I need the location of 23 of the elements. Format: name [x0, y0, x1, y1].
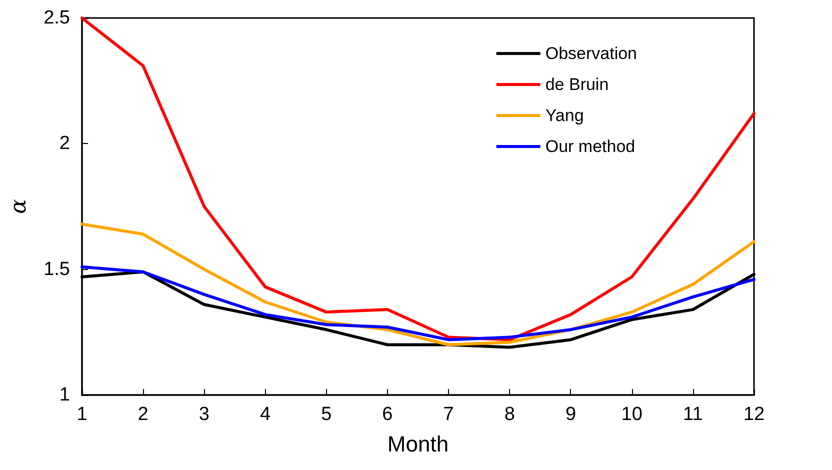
x-axis-title: Month — [387, 432, 449, 456]
x-tick-label: 11 — [683, 404, 703, 425]
x-tick-label: 1 — [76, 404, 88, 425]
x-tick-label: 10 — [621, 404, 642, 425]
y-tick-label: 1 — [59, 384, 70, 406]
x-tick-label: 2 — [138, 404, 148, 425]
legend-label: Our method — [545, 137, 636, 156]
x-tick-label: 7 — [443, 404, 454, 425]
x-tick-label: 3 — [198, 404, 210, 425]
y-tick-label: 2.5 — [44, 8, 70, 28]
x-tick-label: 12 — [743, 404, 765, 425]
line-series — [80, 16, 756, 342]
x-tick-label: 5 — [321, 404, 332, 425]
x-tick-label: 9 — [565, 404, 576, 425]
y-tick-label: 2 — [59, 133, 70, 154]
legend-label: Yang — [545, 106, 584, 125]
y-axis-title: α — [6, 198, 32, 214]
y-tick-label: 1.5 — [44, 258, 70, 280]
x-tick-label: 4 — [260, 404, 271, 425]
legend-label: de Bruin — [545, 75, 609, 94]
x-tick-label: 8 — [504, 404, 515, 425]
legend-label: Observation — [545, 44, 638, 63]
x-tick-label: 6 — [382, 404, 393, 425]
